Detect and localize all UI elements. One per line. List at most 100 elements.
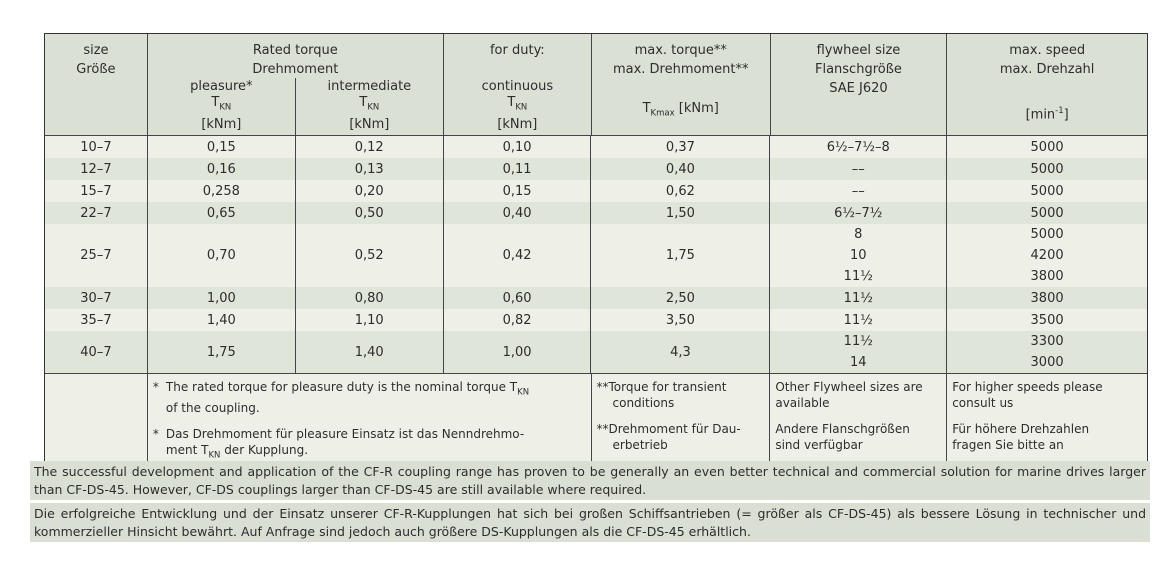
cell-max-torque: 1,75 (591, 224, 771, 287)
cell-flywheel: 6½–7½–8 (770, 136, 948, 158)
header-max-speed-en: max. speed (1009, 43, 1086, 58)
cell-pleasure: 1,00 (148, 287, 296, 309)
table-row: 35–7 1,40 1,10 0,82 3,50 11½ 3500 (45, 309, 1147, 331)
cell-size: 30–7 (45, 287, 148, 309)
footnote-max-torque: **Torque for transient conditions **Dreh… (592, 374, 771, 479)
speed-unit: [min-1] (1025, 105, 1069, 122)
cell-size: 35–7 (45, 309, 148, 331)
cell-max-torque: 2,50 (591, 287, 771, 309)
cell-speed: 5000 (1030, 139, 1064, 155)
table-header: size Größe Rated torque Drehmoment for d… (45, 34, 1147, 136)
cell-speed: 3800 (1030, 290, 1064, 306)
cell-pleasure: 1,75 (148, 331, 296, 373)
header-flywheel: flywheel size Flanschgröße SAE J620 (771, 34, 948, 135)
header-max-torque-de: max. Drehmoment** (612, 62, 749, 77)
cell-max-torque: 3,50 (591, 309, 771, 331)
footnote-speed-en: For higher speeds please consult us (952, 380, 1103, 410)
cell-continuous: 0,15 (444, 180, 592, 202)
unit-label: [kNm] (497, 116, 538, 132)
torque-symbol: TKN (507, 95, 528, 113)
max-torque-symbol: TKmax [kNm] (642, 101, 719, 119)
cell-intermediate: 0,13 (296, 158, 444, 180)
cell-pleasure: 0,258 (148, 180, 296, 202)
footnote-flywheel-en: Other Flywheel sizes are available (775, 380, 923, 410)
header-max-torque-en: max. torque** (634, 43, 727, 58)
cell-size: 15–7 (45, 180, 148, 202)
table-row: 30–7 1,00 0,80 0,60 2,50 11½ 3800 (45, 287, 1147, 309)
cell-size: 40–7 (45, 331, 148, 373)
cell-flywheel: 11½ (770, 309, 948, 331)
cell-pleasure: 0,15 (148, 136, 296, 158)
table-body: 10–7 0,15 0,12 0,10 0,37 6½–7½–8 5000 12… (45, 136, 1147, 373)
table-row: 12–7 0,16 0,13 0,11 0,40 –– 5000 (45, 158, 1147, 180)
header-size-en: size (83, 43, 109, 58)
cell-max-torque: 4,3 (591, 331, 771, 373)
cell-size: 12–7 (45, 158, 148, 180)
cell-max-torque: 0,40 (591, 158, 771, 180)
cell-pleasure: 0,70 (148, 224, 296, 287)
footnote-max-torque-en: **Torque for transient conditions (596, 380, 727, 410)
cell-max-torque: 0,37 (591, 136, 771, 158)
cell-flywheel: 11½ (770, 287, 948, 309)
cell-speed: 3300 3000 (1030, 334, 1064, 370)
cell-max-torque: 0,62 (591, 180, 771, 202)
description-de: Die erfolgreiche Entwicklung und der Ein… (30, 503, 1150, 542)
cell-flywheel: 6½–7½ (770, 202, 948, 224)
cell-continuous: 0,11 (444, 158, 592, 180)
footnote-max-torque-de: **Drehmoment für Dau- erbetrieb (596, 422, 741, 452)
cell-max-torque: 1,50 (591, 202, 771, 224)
header-flywheel-en: flywheel size (816, 43, 901, 58)
cell-size: 22–7 (45, 202, 148, 224)
footnote-speed: For higher speeds please consult us Für … (947, 374, 1147, 479)
cell-intermediate: 1,40 (296, 331, 444, 373)
cell-pleasure: 0,16 (148, 158, 296, 180)
cell-intermediate: 0,20 (296, 180, 444, 202)
subheader-intermediate: intermediate TKN [kNm] (296, 78, 444, 135)
header-for-duty: for duty: (444, 34, 592, 78)
cell-size: 10–7 (45, 136, 148, 158)
torque-symbol: TKN (359, 95, 380, 113)
coupling-spec-table: size Größe Rated torque Drehmoment for d… (44, 33, 1148, 480)
table-row: 40–7 1,75 1,40 1,00 4,3 11½ 14 3300 3000 (45, 331, 1147, 373)
cell-speed: 5000 (1030, 161, 1064, 177)
table-row: 10–7 0,15 0,12 0,10 0,37 6½–7½–8 5000 (45, 136, 1147, 158)
header-size-de: Größe (76, 62, 116, 77)
cell-intermediate: 1,10 (296, 309, 444, 331)
footnote-speed-de: Für höhere Drehzahlen fragen Sie bitte a… (952, 422, 1090, 452)
table-row: 22–7 0,65 0,50 0,40 1,50 6½–7½ 5000 (45, 202, 1147, 224)
cell-continuous: 0,40 (444, 202, 592, 224)
header-size: size Größe (45, 34, 148, 135)
footnote-star-de: * Das Drehmoment für pleasure Einsatz is… (153, 426, 586, 463)
cell-continuous: 1,00 (444, 331, 592, 373)
header-flywheel-de: Flanschgröße (814, 62, 902, 77)
cell-speed: 5000 4200 3800 (1030, 227, 1064, 284)
header-max-speed-de: max. Drehzahl (999, 62, 1095, 77)
header-max-speed: max. speed max. Drehzahl [min-1] (947, 34, 1147, 135)
cell-size: 25–7 (45, 224, 148, 287)
cell-continuous: 0,82 (444, 309, 592, 331)
cell-flywheel: 8 10 11½ (770, 224, 948, 287)
asterisk: * (152, 380, 159, 394)
footnote-rated-torque: * The rated torque for pleasure duty is … (148, 374, 592, 479)
cell-intermediate: 0,12 (296, 136, 444, 158)
cell-continuous: 0,60 (444, 287, 592, 309)
table-row: 25–7 0,70 0,52 0,42 1,75 8 10 11½ 5000 4… (45, 224, 1147, 287)
unit-label: [kNm] (349, 116, 390, 132)
cell-speed: 5000 (1030, 183, 1064, 199)
subheader-pleasure: pleasure* TKN [kNm] (148, 78, 296, 135)
cell-flywheel: –– (770, 180, 948, 202)
cell-flywheel: –– (770, 158, 948, 180)
header-rated-torque: Rated torque Drehmoment (148, 34, 444, 78)
unit-label: [kNm] (201, 116, 242, 132)
header-rated-torque-de: Drehmoment (252, 62, 339, 77)
cell-intermediate: 0,52 (296, 224, 444, 287)
cell-intermediate: 0,50 (296, 202, 444, 224)
cell-flywheel: 11½ 14 (770, 331, 948, 373)
footnote-flywheel-de: Andere Flanschgrößen sind verfügbar (775, 422, 910, 452)
cell-speed: 5000 (1030, 205, 1064, 221)
cell-pleasure: 0,65 (148, 202, 296, 224)
cell-pleasure: 1,40 (148, 309, 296, 331)
torque-symbol: TKN (211, 95, 232, 113)
description-en: The successful development and applicati… (30, 461, 1150, 500)
header-torque-group: Rated torque Drehmoment for duty: pleasu… (148, 34, 592, 135)
